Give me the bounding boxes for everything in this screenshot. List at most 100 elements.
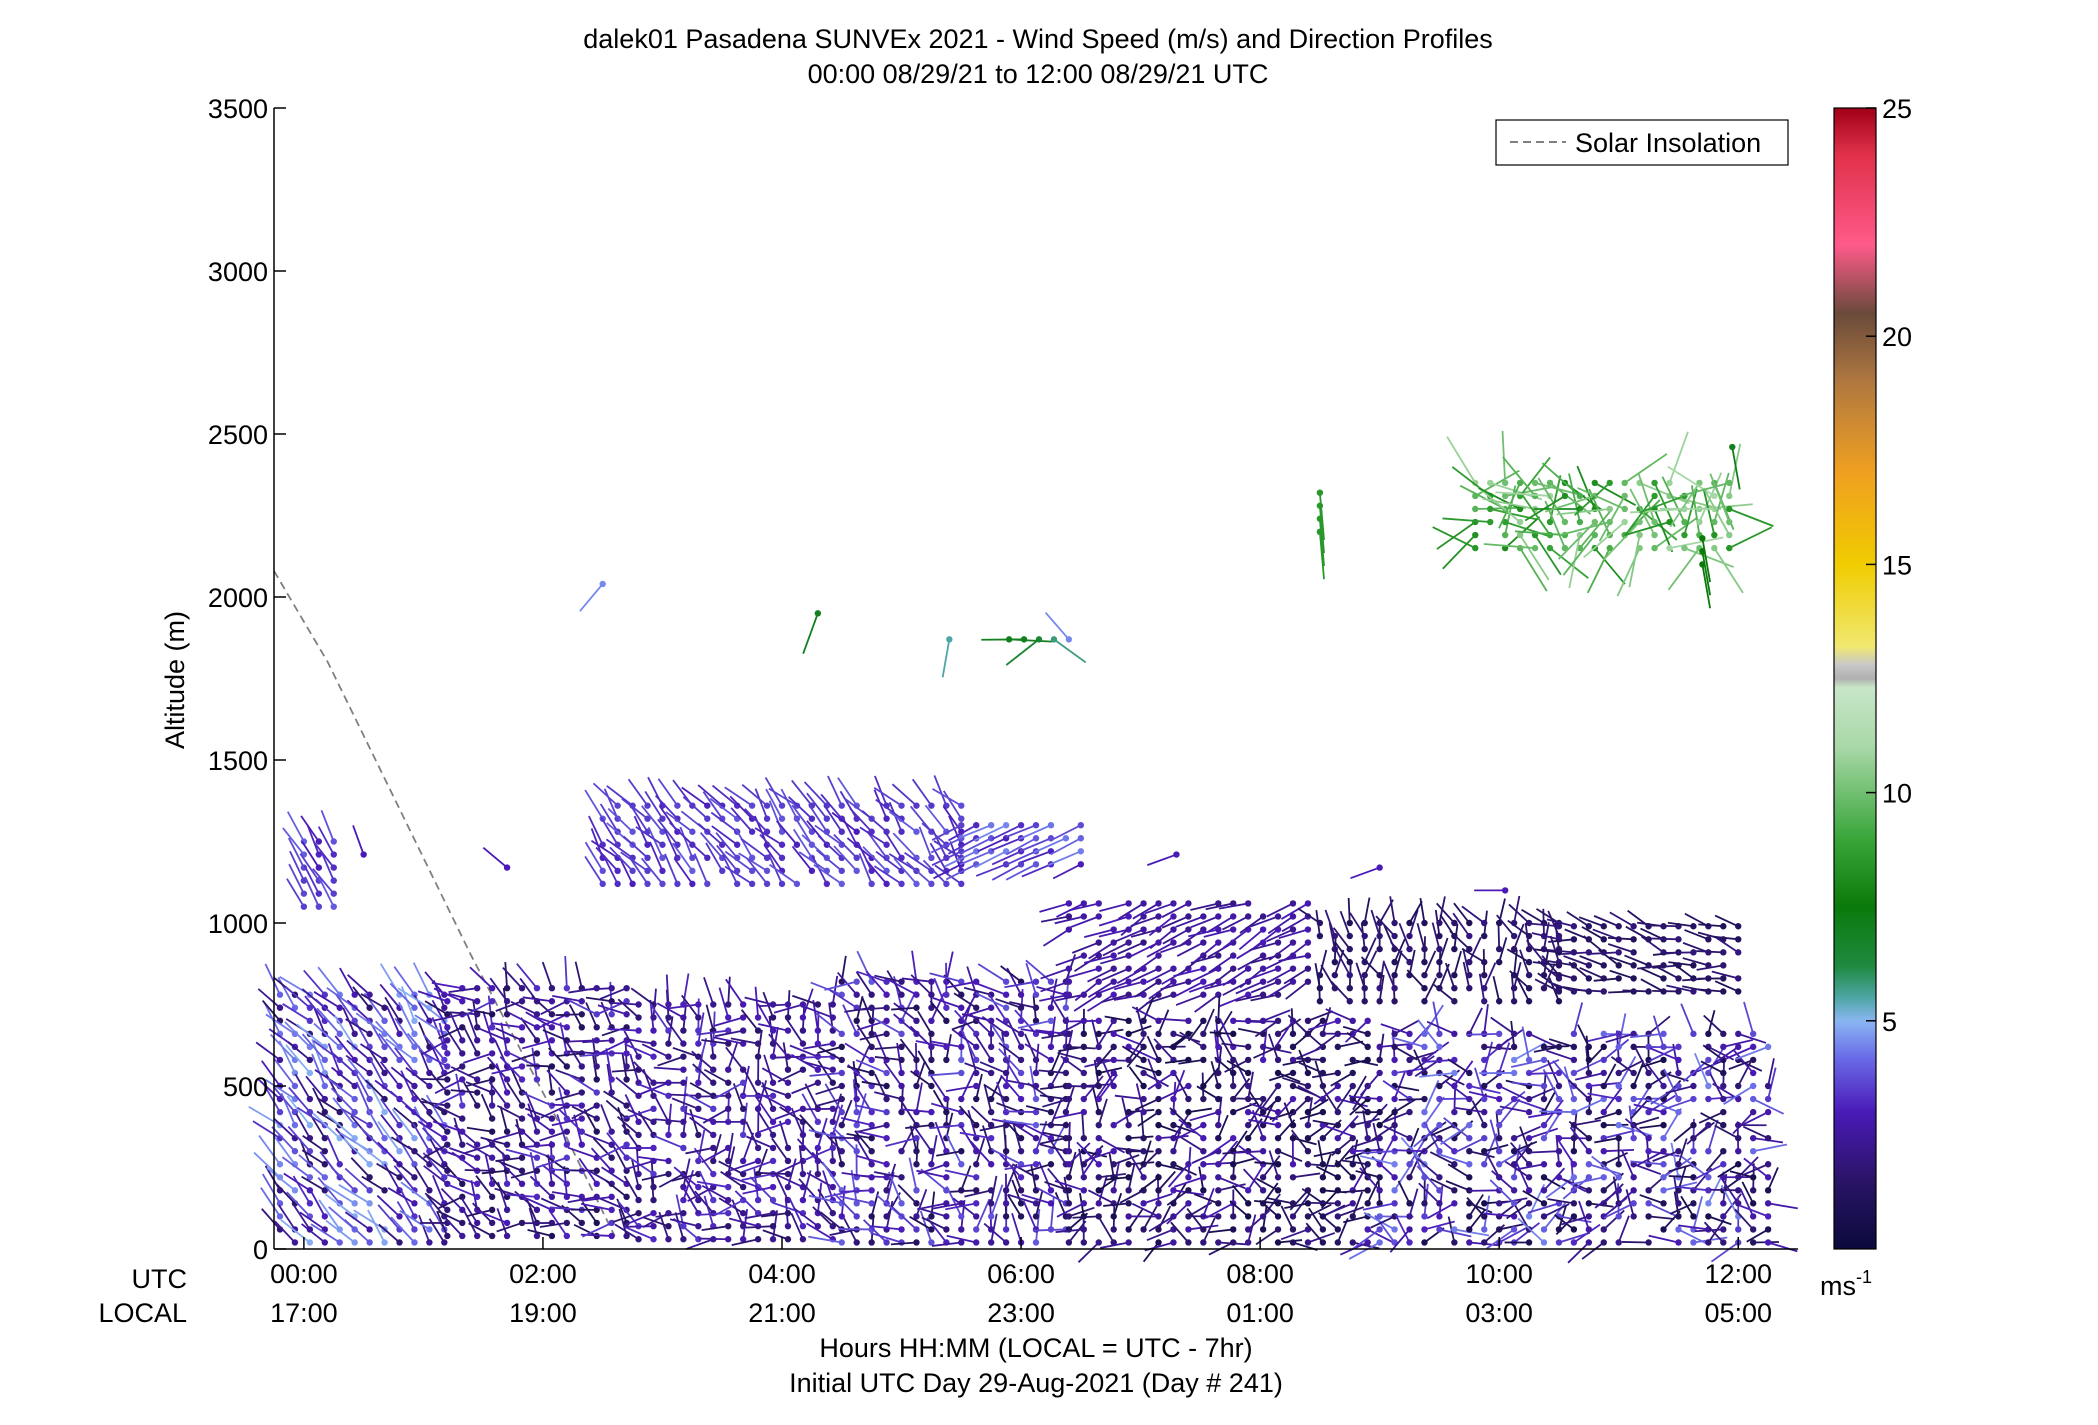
- wind-barb-dot: [1244, 1069, 1252, 1077]
- wind-barb-stick: [491, 1022, 523, 1029]
- wind-barb-dot: [898, 1200, 905, 1207]
- wind-barb: [379, 1061, 403, 1090]
- wind-barb-dot: [1065, 965, 1073, 972]
- wind-barb: [622, 1144, 657, 1152]
- wind-barb-dot: [1304, 1082, 1312, 1090]
- wind-barb-stick: [904, 852, 932, 872]
- wind-barb-stick: [510, 1001, 538, 1016]
- wind-barb-stick: [603, 788, 619, 820]
- wind-barb: [653, 1066, 687, 1073]
- wind-barb-stick: [861, 1080, 887, 1087]
- wind-barb-dot: [928, 1056, 935, 1064]
- wind-barb-dot: [1020, 636, 1028, 643]
- wind-barb-dot: [739, 1079, 747, 1086]
- wind-barb-dot: [1125, 900, 1132, 907]
- wind-barb-stick: [568, 1004, 583, 1028]
- wind-barb: [930, 1040, 965, 1051]
- wind-barb-stick: [1052, 863, 1082, 880]
- wind-barb-dot: [868, 1121, 875, 1129]
- wind-barb-dot: [1140, 1095, 1147, 1103]
- wind-barb-dot: [808, 828, 816, 835]
- wind-barb-dot: [695, 1157, 702, 1165]
- wind-barb-dot: [689, 867, 696, 875]
- wind-barb-dot: [1080, 1200, 1088, 1207]
- wind-barb-stick: [463, 1081, 478, 1107]
- wind-barb-stick: [495, 1027, 523, 1042]
- wind-barb-dot: [1200, 1161, 1207, 1168]
- wind-barb-dot: [623, 985, 630, 992]
- wind-barb: [624, 1043, 657, 1060]
- wind-barb: [815, 1082, 845, 1096]
- wind-barb-dot: [784, 1079, 792, 1086]
- wind-barb-stick: [479, 1027, 508, 1042]
- wind-barb-dot: [366, 1161, 373, 1168]
- wind-barb-dot: [593, 1102, 600, 1109]
- wind-barb-dot: [1274, 1174, 1282, 1181]
- wind-barb: [468, 1222, 496, 1240]
- wind-barb-stick: [975, 863, 1007, 877]
- wind-barb: [754, 986, 762, 1021]
- wind-barb-dot: [1032, 1056, 1040, 1064]
- wind-barb-stick: [689, 1116, 714, 1136]
- wind-barb-stick: [1006, 837, 1037, 856]
- wind-barb-stick: [692, 1063, 714, 1084]
- wind-barb: [932, 997, 965, 1011]
- wind-barb-dot: [1002, 1200, 1010, 1207]
- wind-barb: [961, 1030, 980, 1064]
- wind-barb-dot: [635, 1118, 642, 1126]
- wind-barb-stick: [979, 1061, 1007, 1074]
- wind-barb-dot: [710, 1170, 717, 1178]
- wind-barb-stick: [915, 1189, 928, 1217]
- wind-barb: [979, 1061, 1010, 1077]
- wind-barb-dot: [441, 1134, 448, 1142]
- wind-barb-dot: [799, 1001, 807, 1008]
- wind-barb: [834, 1138, 845, 1168]
- wind-barb-dot: [1125, 1174, 1132, 1181]
- wind-barb-dot: [1244, 965, 1252, 972]
- wind-barb-dot: [1304, 926, 1312, 933]
- wind-barb-stick: [1035, 1208, 1041, 1243]
- wind-barb-dot: [1140, 1082, 1147, 1090]
- wind-barb-stick: [325, 1193, 356, 1218]
- wind-barb-dot: [1170, 1095, 1177, 1103]
- wind-barb-dot: [943, 1161, 950, 1168]
- wind-barb-stick: [873, 786, 903, 807]
- wind-barb-stick: [261, 1208, 281, 1231]
- wind-barb: [858, 853, 875, 888]
- wind-barb-stick: [866, 830, 888, 859]
- wind-barb-dot: [1259, 1043, 1267, 1051]
- wind-barb-dot: [680, 1040, 687, 1047]
- wind-barb: [763, 1054, 777, 1086]
- wind-barb-dot: [928, 1030, 935, 1038]
- wind-barb-dot: [426, 1056, 433, 1064]
- wind-barb-dot: [351, 1148, 358, 1155]
- wind-barb-dot: [1200, 965, 1207, 972]
- wind-barb-stick: [469, 966, 493, 989]
- wind-barb-dot: [1032, 1121, 1040, 1129]
- wind-barb-dot: [411, 1017, 418, 1024]
- wind-barb-stick: [1006, 1194, 1022, 1217]
- wind-barb-dot: [1259, 965, 1267, 972]
- wind-barb-stick: [1005, 863, 1037, 881]
- wind-barb: [330, 1066, 358, 1090]
- wind-barb-stick: [301, 1175, 326, 1192]
- solar-insolation-curve: [273, 570, 616, 1237]
- wind-barb-dot: [1110, 1056, 1117, 1064]
- wind-barb: [883, 830, 905, 861]
- wind-barb-stick: [542, 1029, 568, 1042]
- wind-barb: [975, 992, 1010, 1011]
- wind-barb-dot: [883, 1004, 890, 1011]
- wind-barb: [701, 1039, 732, 1047]
- wind-barb-stick: [863, 1219, 888, 1244]
- wind-barb-dot: [276, 991, 284, 998]
- wind-barb: [551, 1102, 585, 1109]
- wind-barb-dot: [913, 828, 920, 835]
- wind-barb-dot: [1215, 1174, 1222, 1181]
- wind-barb-dot: [838, 1161, 845, 1168]
- wind-barb-stick: [282, 1003, 311, 1022]
- wind-barb: [535, 1154, 571, 1169]
- wind-barb-dot: [444, 1050, 451, 1057]
- wind-barb-stick: [951, 1019, 977, 1031]
- wind-barb-dot: [898, 1030, 905, 1038]
- wind-barb-stick: [377, 1121, 401, 1152]
